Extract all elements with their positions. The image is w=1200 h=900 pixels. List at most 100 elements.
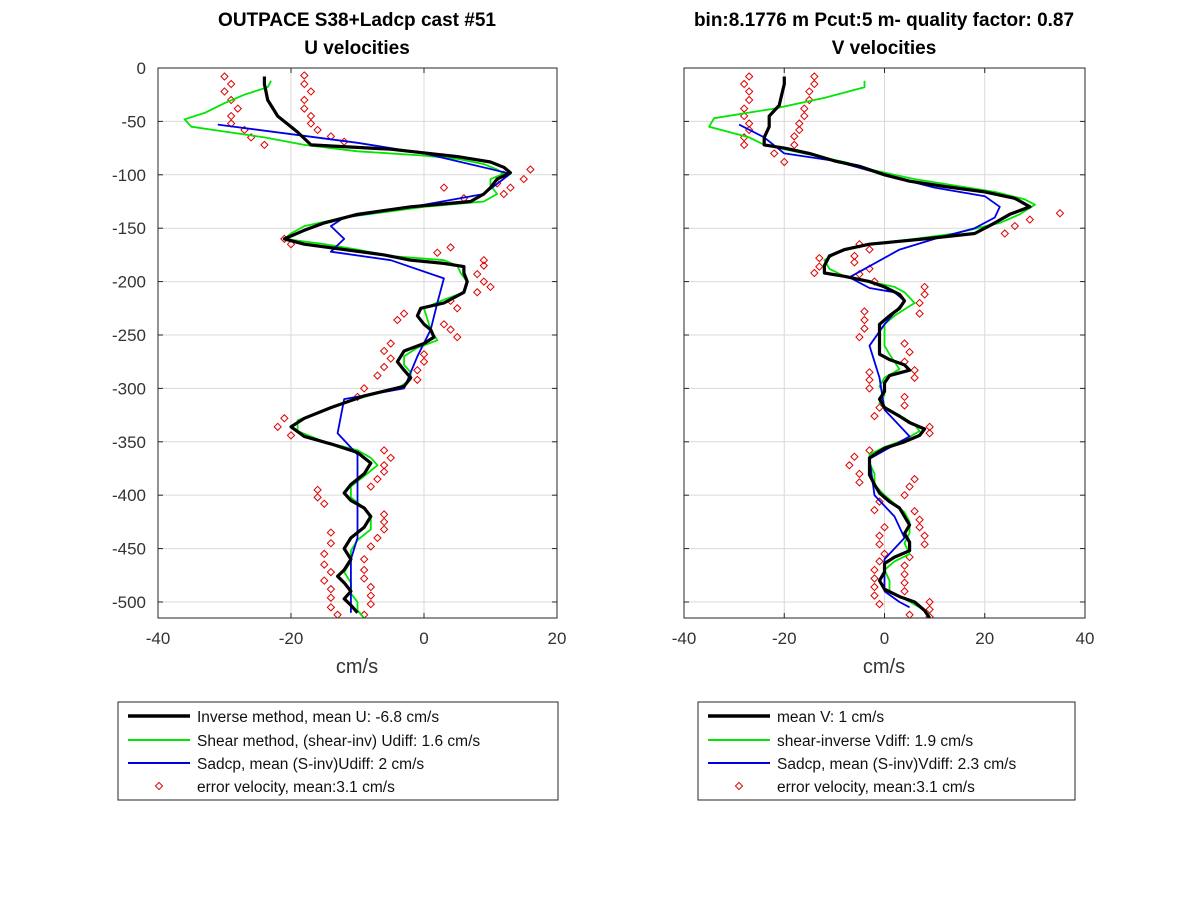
u-error-velocity-point xyxy=(226,79,236,89)
v-error-velocity-point xyxy=(920,540,929,549)
u-error-velocity-point xyxy=(526,165,535,174)
v-error-velocity-point xyxy=(875,540,884,549)
u-x-tick-label: 0 xyxy=(419,629,428,648)
u-error-velocity-point xyxy=(320,560,329,569)
right-chart-subtitle: V velocities xyxy=(832,38,937,59)
v-error-velocity-point xyxy=(900,339,909,348)
legend-label-sadcp-v: Sadcp, mean (S-inv)Vdiff: 2.3 cm/s xyxy=(777,756,1016,773)
v-error-velocity-point xyxy=(739,140,749,150)
v-error-velocity-point xyxy=(920,290,929,299)
v-error-velocity-point xyxy=(880,522,889,532)
v-error-velocity-point xyxy=(910,373,919,382)
u-error-velocity-point xyxy=(472,269,482,279)
u-y-tick-label: -200 xyxy=(112,273,146,292)
v-error-velocity-point xyxy=(769,149,779,158)
u-error-velocity-point xyxy=(286,431,296,440)
u-error-velocity-point xyxy=(273,422,282,432)
right-chart-title: bin:8.1776 m Pcut:5 m- quality factor: 0… xyxy=(694,10,1074,31)
u-error-velocity-point xyxy=(379,461,389,470)
u-error-velocity-point xyxy=(386,354,395,363)
u-error-velocity-point xyxy=(439,320,449,329)
v-error-velocity-point xyxy=(1000,229,1010,238)
v-error-velocity-point xyxy=(744,87,754,96)
v-error-velocity-point xyxy=(920,531,929,541)
v-error-velocity-point xyxy=(865,375,874,385)
u-error-velocity-point xyxy=(260,140,269,150)
v-error-velocity-point xyxy=(810,72,819,81)
left-chart-subtitle: U velocities xyxy=(304,38,410,59)
v-error-velocity-point xyxy=(900,587,909,596)
u-error-velocity-point xyxy=(359,555,369,564)
right-legend: mean V: 1 cm/s shear-inverse Vdiff: 1.9 … xyxy=(697,701,1076,801)
v-error-velocity-point xyxy=(780,157,789,167)
v-error-velocity-point xyxy=(870,411,879,421)
u-error-velocity-point xyxy=(339,137,349,146)
v-error-velocity-point xyxy=(900,569,909,579)
u-error-velocity-point xyxy=(300,79,309,89)
v-error-velocity-point xyxy=(900,392,909,402)
u-error-velocity-point xyxy=(306,87,316,96)
v-error-velocity-point xyxy=(915,309,924,318)
v-error-velocity-point xyxy=(925,422,934,432)
u-y-tick-label: -500 xyxy=(112,593,146,612)
u-error-velocity-point xyxy=(326,528,336,537)
u-error-velocity-point xyxy=(386,453,395,463)
u-error-velocity-point xyxy=(379,467,389,476)
u-error-velocity-point xyxy=(220,87,229,96)
u-error-velocity-point xyxy=(313,493,322,502)
v-error-velocity-point xyxy=(920,282,929,292)
u-error-velocity-point xyxy=(419,349,429,359)
u-error-velocity-point xyxy=(499,189,509,199)
u-series-group xyxy=(183,71,535,618)
v-series-group xyxy=(708,72,1065,618)
v-error-velocity-point xyxy=(915,298,924,308)
u-inverse-line xyxy=(262,76,512,614)
u-error-velocity-point xyxy=(366,591,376,600)
u-error-velocity-point xyxy=(366,599,376,609)
v-error-velocity-point xyxy=(860,307,869,316)
u-error-velocity-point xyxy=(280,414,289,423)
u-error-velocity-point xyxy=(379,525,389,534)
v-error-velocity-point xyxy=(865,384,874,393)
u-error-velocity-point xyxy=(479,255,489,265)
u-error-velocity-point xyxy=(373,533,382,543)
u-error-velocity-point xyxy=(379,510,389,519)
v-error-velocity-point xyxy=(865,245,874,254)
u-x-tick-label: 20 xyxy=(548,629,567,648)
right-legend-box xyxy=(697,701,1076,801)
u-error-velocity-point xyxy=(233,104,243,113)
v-error-velocity-point xyxy=(860,324,869,333)
u-error-velocity-point xyxy=(479,261,489,270)
v-error-velocity-point xyxy=(905,347,914,357)
u-error-velocity-point xyxy=(386,339,395,348)
v-error-velocity-point xyxy=(744,119,754,128)
u-y-tick-label: -300 xyxy=(112,379,146,398)
v-error-velocity-point xyxy=(850,258,859,267)
v-error-velocity-point xyxy=(870,505,879,515)
u-error-velocity-point xyxy=(320,576,329,585)
u-y-tick-label: -150 xyxy=(112,219,146,238)
u-error-velocity-point xyxy=(519,174,528,184)
v-error-velocity-point xyxy=(795,119,804,128)
v-error-velocity-point xyxy=(800,111,809,121)
v-error-velocity-point xyxy=(1025,215,1035,224)
u-error-velocity-point xyxy=(326,603,336,612)
u-error-velocity-point xyxy=(326,593,336,602)
u-error-velocity-point xyxy=(226,111,236,121)
u-error-velocity-point xyxy=(393,315,402,325)
u-error-velocity-point xyxy=(379,346,389,356)
v-error-velocity-point xyxy=(739,104,749,113)
u-error-velocity-point xyxy=(313,125,322,135)
v-error-velocity-point xyxy=(870,574,879,583)
legend-swatch-error xyxy=(154,781,164,791)
u-error-velocity-point xyxy=(320,499,329,508)
v-error-velocity-point xyxy=(815,253,824,263)
v-x-tick-label: -40 xyxy=(672,629,697,648)
legend-label-error: error velocity, mean:3.1 cm/s xyxy=(197,779,395,796)
u-error-velocity-point xyxy=(472,288,482,297)
u-axis-frame xyxy=(157,67,558,619)
u-error-velocity-point xyxy=(419,357,429,366)
u-error-velocity-point xyxy=(326,539,336,548)
u-velocity-plot: -40 -20 0 200-50-100-150-200-250-300-350-40… xyxy=(112,59,566,648)
